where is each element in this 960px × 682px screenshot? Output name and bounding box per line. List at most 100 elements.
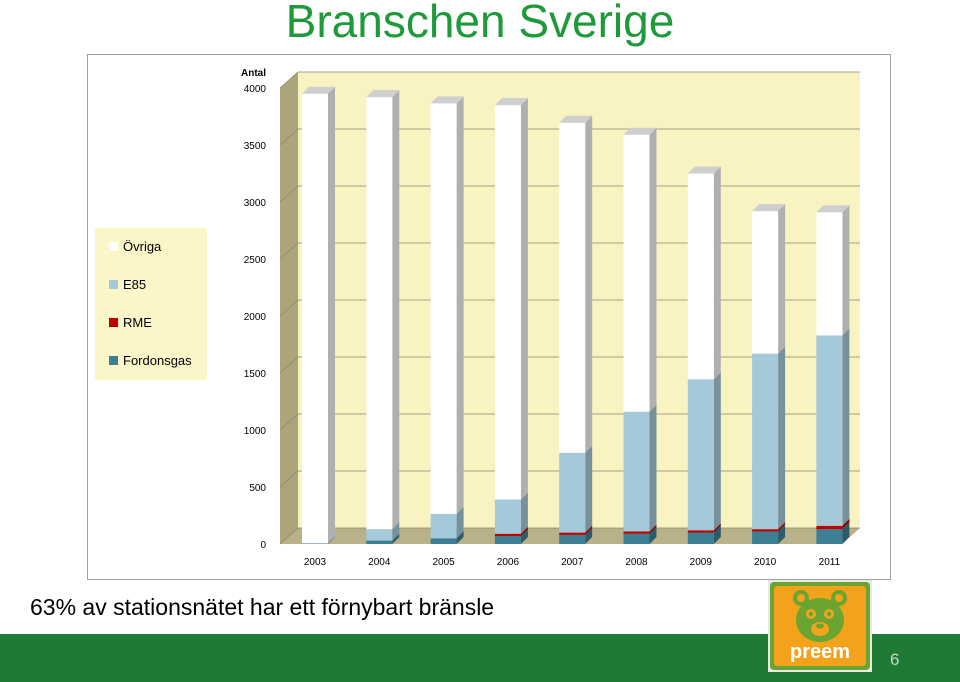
bar-side-e85 <box>456 506 464 539</box>
bar-top--vriga <box>302 86 335 94</box>
bar-side-e85 <box>520 492 528 534</box>
y-tick-label: 2000 <box>244 312 267 323</box>
bar-fordonsgas <box>302 543 328 544</box>
y-tick-label: 500 <box>249 483 266 494</box>
bar-rme <box>687 530 714 533</box>
gridline <box>279 470 860 488</box>
caption-text: 63% av stationsnätet har ett förnybart b… <box>30 594 495 620</box>
bar-side--vriga <box>520 98 528 500</box>
bar-e85 <box>816 335 843 526</box>
bar-side-fordonsgas <box>520 529 528 544</box>
preem-logo: preem <box>768 580 872 672</box>
gridline <box>279 527 860 545</box>
bar-fordonsgas <box>623 533 650 544</box>
y-axis-label: Antal <box>241 68 266 79</box>
y-tick-label: 3500 <box>244 141 267 152</box>
bar-rme <box>559 532 586 535</box>
x-tick-label: 2010 <box>754 557 777 568</box>
x-tick-label: 2011 <box>819 557 841 568</box>
legend-swatch <box>109 279 118 289</box>
y-tick-label: 3000 <box>244 198 267 209</box>
bar-rme <box>752 529 779 532</box>
bear-face-icon <box>793 590 847 642</box>
bar-side-fordonsgas <box>649 526 657 544</box>
legend-item: Övriga <box>109 236 161 256</box>
bar-side-rme <box>842 518 850 530</box>
bar-top--vriga <box>623 127 657 135</box>
bar-e85 <box>687 379 714 531</box>
bar-side-fordonsgas <box>778 524 786 544</box>
bar--vriga <box>430 103 457 514</box>
bar-e85 <box>559 452 586 533</box>
gridline <box>279 299 860 317</box>
legend-swatch <box>109 355 118 365</box>
legend-swatch <box>109 317 118 327</box>
bar-side-fordonsgas <box>842 522 850 544</box>
legend-swatch <box>109 241 118 251</box>
stacked-bar-chart: 0 500 1000 1500 2000 2500 3000 3500 4000 Antal 200… <box>241 68 860 568</box>
bar-rme <box>623 531 650 534</box>
y-tick-label: 2500 <box>244 255 267 266</box>
legend-label: E85 <box>123 276 147 292</box>
bar-side--vriga <box>585 115 593 453</box>
logo-text: preem <box>790 641 850 663</box>
bar--vriga <box>752 211 779 354</box>
bar-side-rme <box>649 524 657 534</box>
bar-e85 <box>366 529 393 541</box>
x-tick-label: 2009 <box>690 557 713 568</box>
x-tick-label: 2006 <box>497 557 520 568</box>
bar-side-e85 <box>778 346 786 530</box>
gridline <box>279 356 860 374</box>
bar--vriga <box>559 122 586 453</box>
bar--vriga <box>366 97 393 530</box>
y-tick-label: 0 <box>260 540 266 551</box>
legend-label: RME <box>123 314 152 330</box>
bar-fordonsgas <box>366 540 393 544</box>
gridline <box>279 128 860 146</box>
bar-e85 <box>494 499 521 534</box>
bar-e85 <box>752 353 779 530</box>
bar-rme <box>816 525 843 530</box>
page-number: 6 <box>890 650 900 669</box>
bar-side-e85 <box>713 372 721 531</box>
bar-top--vriga <box>687 166 721 174</box>
bar-e85 <box>430 513 457 539</box>
bar-e85 <box>623 411 650 532</box>
chart-legend: Övriga E85 RME Fordonsgas <box>95 228 207 380</box>
bar-top--vriga <box>430 96 464 104</box>
bar-rme <box>494 533 521 537</box>
legend-label: Fordonsgas <box>123 352 192 368</box>
bar-side--vriga <box>392 90 400 530</box>
x-tick-label: 2003 <box>304 557 327 568</box>
bar-fordonsgas <box>559 534 586 544</box>
bar-side--vriga <box>649 127 657 412</box>
bar-top--vriga <box>559 115 593 123</box>
y-tick-label: 4000 <box>244 84 267 95</box>
bar-fordonsgas <box>430 538 457 544</box>
bar-side-rme <box>520 526 528 537</box>
bar-top--vriga <box>752 204 786 212</box>
bar-side--vriga <box>713 166 721 380</box>
bar-side-e85 <box>842 328 850 526</box>
bar-fordonsgas <box>752 531 779 544</box>
bar-side--vriga <box>842 205 850 336</box>
gridline <box>279 185 860 203</box>
bar--vriga <box>302 93 328 544</box>
bar--vriga <box>494 105 521 500</box>
bar-top--vriga <box>816 205 850 213</box>
bar-fordonsgas <box>687 532 714 544</box>
bar-side-e85 <box>585 445 593 533</box>
bar-fordonsgas <box>494 536 521 544</box>
bar-side-e85 <box>649 404 657 532</box>
bar-top--vriga <box>366 90 400 98</box>
bar--vriga <box>687 173 714 380</box>
bar-side-rme <box>713 523 721 533</box>
legend-label: Övriga <box>123 238 162 254</box>
bar-side-rme <box>585 525 593 535</box>
bar-top--vriga <box>494 98 528 106</box>
x-tick-label: 2005 <box>432 557 455 568</box>
bar-fordonsgas <box>816 529 843 544</box>
bar--vriga <box>623 134 650 412</box>
y-tick-label: 1000 <box>244 426 267 437</box>
bar-side-e85 <box>392 522 400 541</box>
